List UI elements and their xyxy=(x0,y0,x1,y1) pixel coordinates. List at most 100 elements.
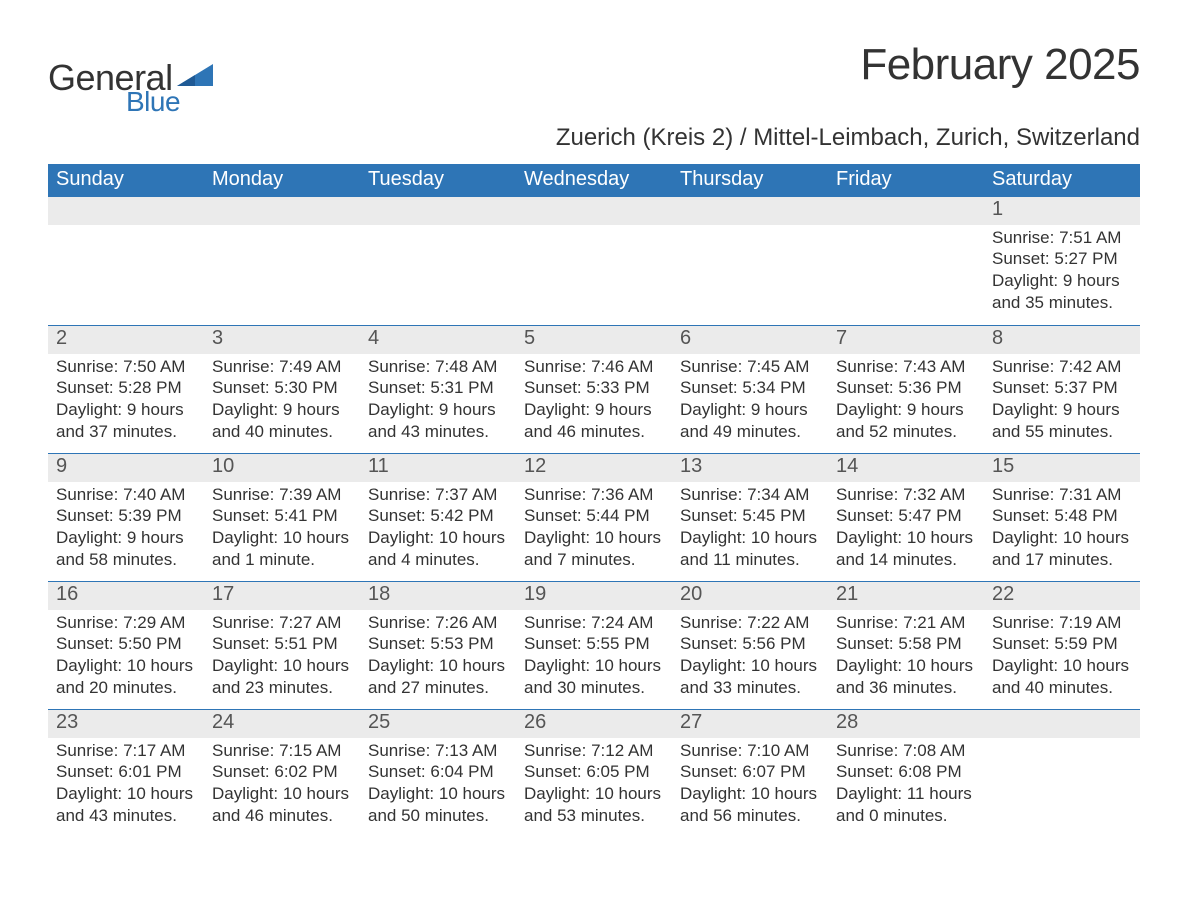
day-detail: Sunrise: 7:51 AMSunset: 5:27 PMDaylight:… xyxy=(990,227,1134,314)
sunrise-text: Sunrise: 7:32 AM xyxy=(836,484,976,506)
daylight-line2: and 17 minutes. xyxy=(992,549,1132,571)
daylight-line2: and 43 minutes. xyxy=(56,805,196,827)
day-number: 13 xyxy=(672,454,828,482)
sunrise-text: Sunrise: 7:26 AM xyxy=(368,612,508,634)
daylight-line1: Daylight: 10 hours xyxy=(212,655,352,677)
day-number-bar: 22 xyxy=(984,582,1140,610)
daylight-line2: and 36 minutes. xyxy=(836,677,976,699)
sunset-text: Sunset: 5:41 PM xyxy=(212,505,352,527)
day-number: 3 xyxy=(204,326,360,354)
day-number-bar: 12 xyxy=(516,454,672,482)
weekday-header: Wednesday xyxy=(516,164,672,197)
day-detail: Sunrise: 7:45 AMSunset: 5:34 PMDaylight:… xyxy=(678,356,822,443)
weekday-header: Tuesday xyxy=(360,164,516,197)
day-cell: 4Sunrise: 7:48 AMSunset: 5:31 PMDaylight… xyxy=(360,326,516,453)
sunrise-text: Sunrise: 7:29 AM xyxy=(56,612,196,634)
day-number-bar xyxy=(48,197,204,225)
day-detail: Sunrise: 7:36 AMSunset: 5:44 PMDaylight:… xyxy=(522,484,666,571)
sunset-text: Sunset: 5:51 PM xyxy=(212,633,352,655)
page-title: February 2025 xyxy=(860,40,1140,90)
sunset-text: Sunset: 5:45 PM xyxy=(680,505,820,527)
sunrise-text: Sunrise: 7:39 AM xyxy=(212,484,352,506)
day-detail: Sunrise: 7:27 AMSunset: 5:51 PMDaylight:… xyxy=(210,612,354,699)
day-cell: 15Sunrise: 7:31 AMSunset: 5:48 PMDayligh… xyxy=(984,454,1140,581)
sunset-text: Sunset: 5:27 PM xyxy=(992,248,1132,270)
daylight-line2: and 52 minutes. xyxy=(836,421,976,443)
daylight-line2: and 27 minutes. xyxy=(368,677,508,699)
sunset-text: Sunset: 6:08 PM xyxy=(836,761,976,783)
sunrise-text: Sunrise: 7:43 AM xyxy=(836,356,976,378)
sunrise-text: Sunrise: 7:17 AM xyxy=(56,740,196,762)
day-number: 2 xyxy=(48,326,204,354)
weekday-header: Saturday xyxy=(984,164,1140,197)
day-cell: 20Sunrise: 7:22 AMSunset: 5:56 PMDayligh… xyxy=(672,582,828,709)
sunset-text: Sunset: 5:34 PM xyxy=(680,377,820,399)
day-detail: Sunrise: 7:34 AMSunset: 5:45 PMDaylight:… xyxy=(678,484,822,571)
daylight-line2: and 37 minutes. xyxy=(56,421,196,443)
daylight-line1: Daylight: 10 hours xyxy=(836,527,976,549)
day-cell: 2Sunrise: 7:50 AMSunset: 5:28 PMDaylight… xyxy=(48,326,204,453)
day-detail: Sunrise: 7:12 AMSunset: 6:05 PMDaylight:… xyxy=(522,740,666,827)
day-number: 25 xyxy=(360,710,516,738)
day-number-bar: 1 xyxy=(984,197,1140,225)
day-number: 18 xyxy=(360,582,516,610)
day-number: 10 xyxy=(204,454,360,482)
day-number-bar: 6 xyxy=(672,326,828,354)
daylight-line1: Daylight: 10 hours xyxy=(680,527,820,549)
day-cell xyxy=(672,197,828,325)
day-cell: 22Sunrise: 7:19 AMSunset: 5:59 PMDayligh… xyxy=(984,582,1140,709)
sunset-text: Sunset: 5:59 PM xyxy=(992,633,1132,655)
day-detail: Sunrise: 7:15 AMSunset: 6:02 PMDaylight:… xyxy=(210,740,354,827)
daylight-line1: Daylight: 10 hours xyxy=(56,655,196,677)
day-detail: Sunrise: 7:21 AMSunset: 5:58 PMDaylight:… xyxy=(834,612,978,699)
daylight-line1: Daylight: 10 hours xyxy=(368,655,508,677)
day-detail: Sunrise: 7:26 AMSunset: 5:53 PMDaylight:… xyxy=(366,612,510,699)
day-number: 11 xyxy=(360,454,516,482)
day-cell: 11Sunrise: 7:37 AMSunset: 5:42 PMDayligh… xyxy=(360,454,516,581)
daylight-line2: and 20 minutes. xyxy=(56,677,196,699)
daylight-line2: and 40 minutes. xyxy=(992,677,1132,699)
weeks-container: 1Sunrise: 7:51 AMSunset: 5:27 PMDaylight… xyxy=(48,197,1140,837)
day-cell: 1Sunrise: 7:51 AMSunset: 5:27 PMDaylight… xyxy=(984,197,1140,325)
day-cell: 17Sunrise: 7:27 AMSunset: 5:51 PMDayligh… xyxy=(204,582,360,709)
daylight-line1: Daylight: 9 hours xyxy=(56,527,196,549)
sunrise-text: Sunrise: 7:46 AM xyxy=(524,356,664,378)
sunset-text: Sunset: 6:05 PM xyxy=(524,761,664,783)
daylight-line2: and 40 minutes. xyxy=(212,421,352,443)
day-cell: 21Sunrise: 7:21 AMSunset: 5:58 PMDayligh… xyxy=(828,582,984,709)
daylight-line1: Daylight: 10 hours xyxy=(368,527,508,549)
sunset-text: Sunset: 5:28 PM xyxy=(56,377,196,399)
day-number-bar: 26 xyxy=(516,710,672,738)
week-row: 16Sunrise: 7:29 AMSunset: 5:50 PMDayligh… xyxy=(48,581,1140,709)
sunrise-text: Sunrise: 7:15 AM xyxy=(212,740,352,762)
sunset-text: Sunset: 5:50 PM xyxy=(56,633,196,655)
daylight-line2: and 55 minutes. xyxy=(992,421,1132,443)
day-number xyxy=(984,710,1140,738)
day-number-bar: 27 xyxy=(672,710,828,738)
day-number-bar xyxy=(360,197,516,225)
location-subtitle: Zuerich (Kreis 2) / Mittel-Leimbach, Zur… xyxy=(48,124,1140,152)
day-cell: 3Sunrise: 7:49 AMSunset: 5:30 PMDaylight… xyxy=(204,326,360,453)
day-number-bar: 17 xyxy=(204,582,360,610)
day-cell xyxy=(984,710,1140,837)
day-number-bar: 25 xyxy=(360,710,516,738)
day-number xyxy=(516,197,672,225)
day-cell: 19Sunrise: 7:24 AMSunset: 5:55 PMDayligh… xyxy=(516,582,672,709)
daylight-line1: Daylight: 10 hours xyxy=(680,783,820,805)
sunset-text: Sunset: 5:56 PM xyxy=(680,633,820,655)
day-detail: Sunrise: 7:43 AMSunset: 5:36 PMDaylight:… xyxy=(834,356,978,443)
day-number-bar: 2 xyxy=(48,326,204,354)
daylight-line2: and 30 minutes. xyxy=(524,677,664,699)
sunset-text: Sunset: 5:30 PM xyxy=(212,377,352,399)
day-cell xyxy=(360,197,516,325)
daylight-line1: Daylight: 9 hours xyxy=(524,399,664,421)
day-cell: 18Sunrise: 7:26 AMSunset: 5:53 PMDayligh… xyxy=(360,582,516,709)
day-number: 24 xyxy=(204,710,360,738)
day-detail: Sunrise: 7:42 AMSunset: 5:37 PMDaylight:… xyxy=(990,356,1134,443)
calendar-page: General Blue February 2025 Zuerich (Krei… xyxy=(0,0,1188,918)
day-number-bar: 3 xyxy=(204,326,360,354)
sunrise-text: Sunrise: 7:12 AM xyxy=(524,740,664,762)
day-number-bar: 18 xyxy=(360,582,516,610)
daylight-line1: Daylight: 10 hours xyxy=(524,655,664,677)
day-number: 4 xyxy=(360,326,516,354)
